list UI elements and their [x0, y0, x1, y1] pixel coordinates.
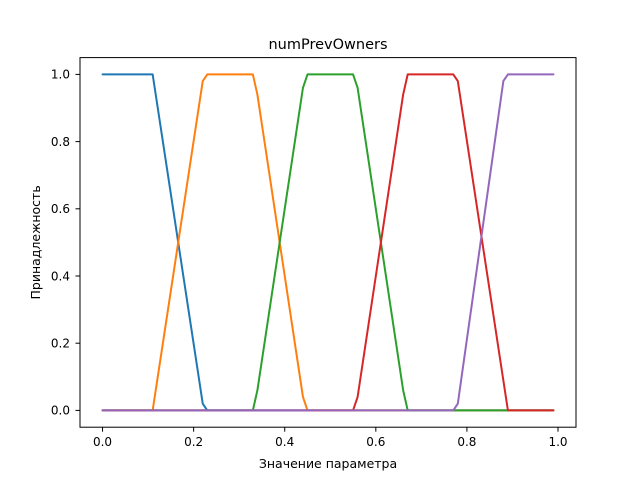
series-line-4 — [101, 73, 555, 412]
series-line-5 — [101, 73, 555, 412]
series-line-3 — [101, 73, 555, 412]
x-tick-label: 0.8 — [457, 435, 476, 449]
x-axis-label: Значение параметра — [259, 456, 397, 471]
y-axis-label: Принадлежность — [28, 185, 43, 299]
x-tick-label: 0.4 — [275, 435, 294, 449]
y-tick-label: 1.0 — [51, 68, 70, 82]
series-layer — [101, 73, 555, 412]
x-tick-label: 0.0 — [93, 435, 112, 449]
series-line-2 — [101, 73, 555, 412]
x-tick-label: 0.2 — [184, 435, 203, 449]
y-tick-label: 0.6 — [51, 202, 70, 216]
series-line-1 — [101, 73, 555, 412]
x-tick-label: 0.6 — [366, 435, 385, 449]
y-tick-label: 0.0 — [51, 404, 70, 418]
y-tick-label: 0.2 — [51, 337, 70, 351]
y-tick-label: 0.4 — [51, 269, 70, 283]
chart-title: numPrevOwners — [268, 37, 387, 53]
y-tick-label: 0.8 — [51, 135, 70, 149]
y-axis-ticks: 0.0 0.2 0.4 0.6 0.8 1.0 — [51, 68, 80, 418]
x-axis-ticks: 0.0 0.2 0.4 0.6 0.8 1.0 — [93, 427, 568, 449]
x-tick-label: 1.0 — [548, 435, 567, 449]
plot-frame — [79, 57, 577, 428]
